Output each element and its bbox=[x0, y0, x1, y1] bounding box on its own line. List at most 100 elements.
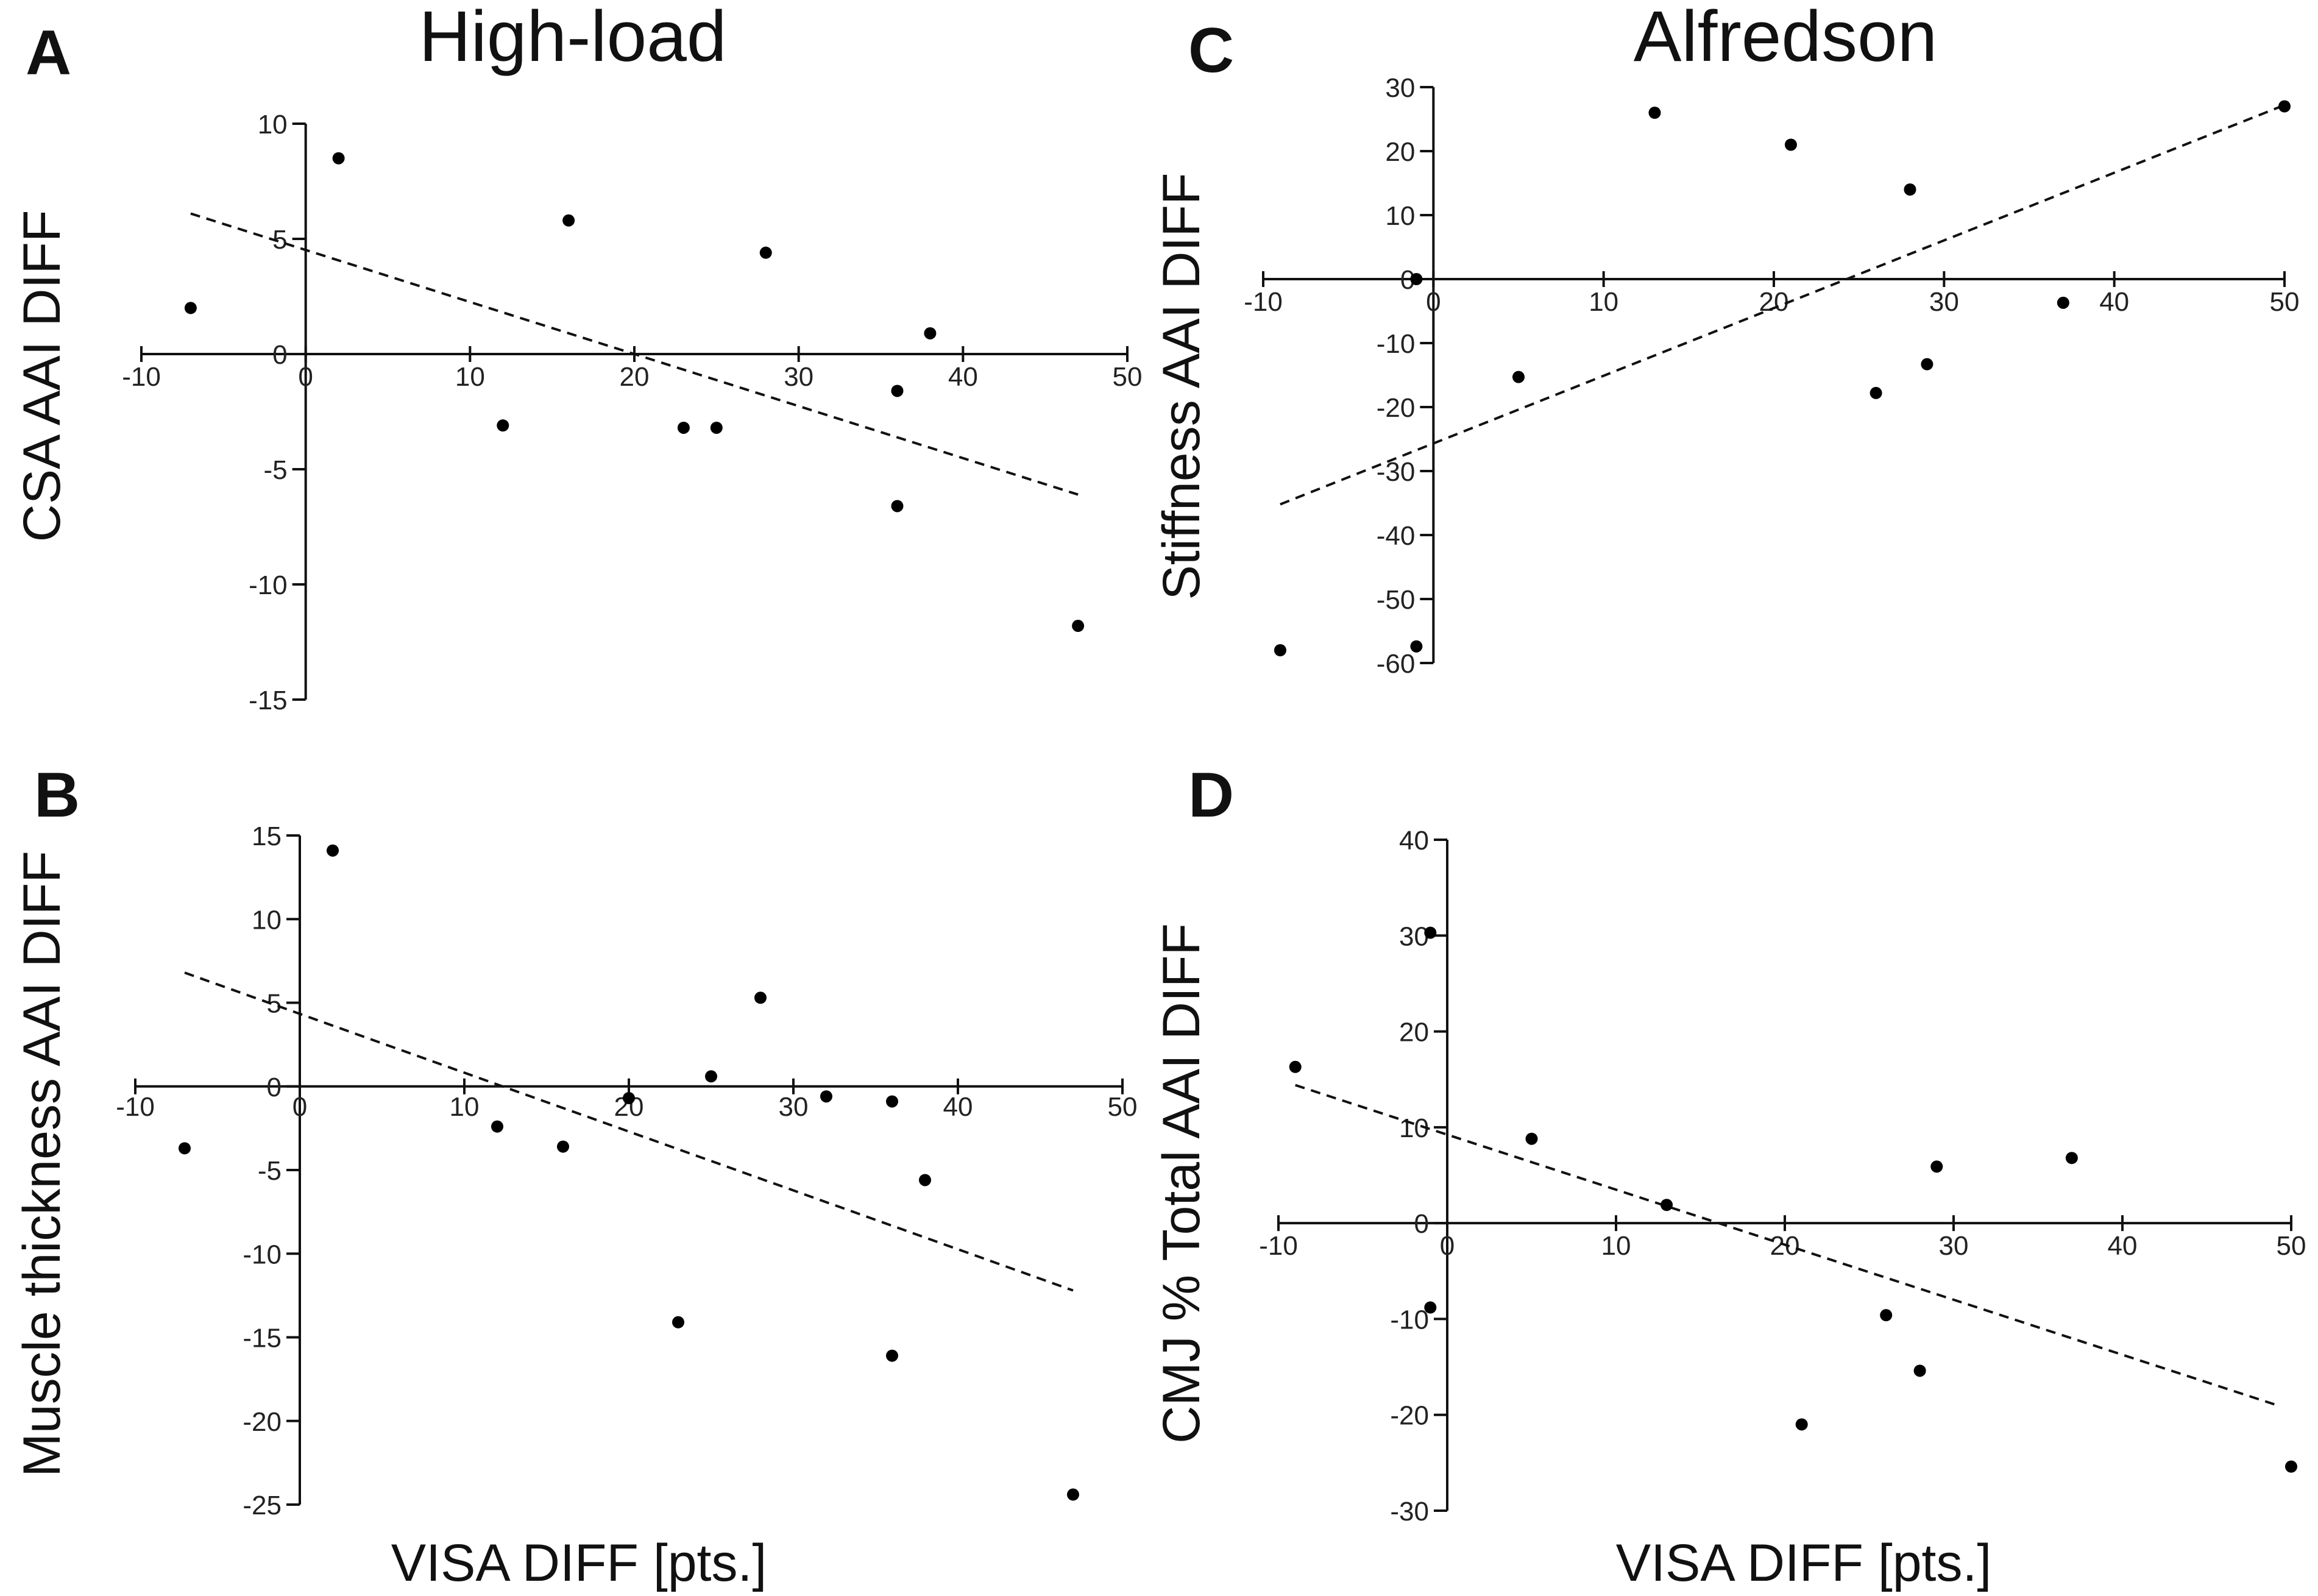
y-tick-label: 40 bbox=[1399, 826, 1429, 856]
data-point bbox=[924, 327, 937, 339]
y-tick-label: 0 bbox=[1414, 1209, 1429, 1239]
data-point bbox=[1072, 620, 1085, 633]
panel-b: B-10 0 10 20 30 40 50151050-5-10-15-20-25Muscl… bbox=[13, 760, 1137, 1592]
x-tick-label: 30 bbox=[1939, 1231, 1969, 1261]
data-point bbox=[1410, 640, 1423, 653]
y-tick-label: -10 bbox=[1390, 1305, 1429, 1335]
title-alfredson: Alfredson bbox=[1634, 0, 1938, 77]
y-axis-label: Stiffness AAI DIFF bbox=[1152, 173, 1211, 600]
y-tick-label: -20 bbox=[1377, 393, 1416, 423]
data-point bbox=[2278, 100, 2291, 113]
x-tick-label: -10 bbox=[1244, 287, 1283, 317]
data-point bbox=[1424, 1301, 1437, 1314]
data-point bbox=[327, 844, 339, 857]
x-tick-label: 30 bbox=[784, 362, 813, 392]
y-tick-label: -10 bbox=[249, 570, 288, 600]
x-tick-label: 30 bbox=[1929, 287, 1959, 317]
x-tick-label: 0 bbox=[298, 362, 313, 392]
data-point bbox=[672, 1316, 684, 1328]
data-point bbox=[891, 500, 904, 512]
data-point bbox=[1274, 644, 1286, 656]
panel-letter-d: D bbox=[1188, 760, 1234, 831]
y-tick-label: -10 bbox=[243, 1240, 282, 1269]
data-point bbox=[705, 1070, 717, 1083]
data-point bbox=[2065, 1152, 2078, 1165]
data-point bbox=[1424, 926, 1437, 939]
title-high-load: High-load bbox=[419, 0, 726, 77]
trend-line bbox=[184, 971, 1074, 1292]
x-tick-label: 50 bbox=[1108, 1092, 1138, 1122]
data-point bbox=[1067, 1488, 1079, 1501]
y-tick-label: 15 bbox=[252, 821, 282, 851]
data-point bbox=[1784, 138, 1797, 151]
data-point bbox=[1880, 1309, 1893, 1322]
data-point bbox=[919, 1174, 931, 1186]
data-point bbox=[1904, 183, 1916, 196]
y-tick-label: -20 bbox=[1390, 1401, 1429, 1431]
data-point bbox=[886, 1095, 898, 1108]
x-tick-label: 50 bbox=[2277, 1231, 2306, 1261]
data-point bbox=[1913, 1364, 1926, 1377]
data-point bbox=[179, 1142, 191, 1155]
data-point bbox=[1870, 386, 1882, 399]
x-tick-label: 50 bbox=[2270, 287, 2300, 317]
panel-letter-a: A bbox=[26, 18, 71, 88]
y-tick-label: -10 bbox=[1377, 329, 1416, 359]
x-tick-label: -10 bbox=[1259, 1231, 1298, 1261]
x-tick-label: 10 bbox=[450, 1092, 480, 1122]
y-tick-label: -50 bbox=[1377, 585, 1416, 615]
data-point bbox=[1661, 1199, 1673, 1211]
y-tick-label: -40 bbox=[1377, 521, 1416, 551]
panel-c: C-10 0 10 20 30 40 503020100-10-20-30-40-50-60… bbox=[1152, 15, 2299, 679]
y-axis-label: Muscle thickness AAI DIFF bbox=[13, 851, 71, 1477]
y-tick-label: 20 bbox=[1399, 1018, 1429, 1048]
y-tick-label: -25 bbox=[243, 1491, 282, 1520]
trend-line bbox=[1295, 1084, 2275, 1406]
x-tick-label: 40 bbox=[948, 362, 978, 392]
y-tick-label: 10 bbox=[252, 905, 282, 935]
data-point bbox=[623, 1091, 635, 1104]
y-tick-label: 10 bbox=[1385, 201, 1415, 231]
data-point bbox=[332, 152, 345, 165]
data-point bbox=[820, 1090, 832, 1103]
y-tick-label: -15 bbox=[249, 686, 288, 715]
trend-line bbox=[190, 212, 1079, 496]
y-tick-label: -15 bbox=[243, 1324, 282, 1353]
data-point bbox=[562, 214, 575, 227]
data-point bbox=[1930, 1160, 1943, 1173]
panel-letter-b: B bbox=[34, 760, 80, 831]
panel-letter-c: C bbox=[1188, 15, 1234, 86]
data-point bbox=[2285, 1460, 2297, 1473]
data-point bbox=[491, 1120, 503, 1133]
data-point bbox=[2057, 296, 2069, 309]
x-tick-label: 20 bbox=[1770, 1231, 1800, 1261]
y-tick-label: -60 bbox=[1377, 649, 1416, 679]
data-point bbox=[557, 1140, 569, 1153]
y-tick-label: 30 bbox=[1385, 73, 1415, 103]
y-tick-label: -30 bbox=[1377, 457, 1416, 487]
data-point bbox=[891, 385, 904, 397]
y-tick-label: 0 bbox=[267, 1073, 282, 1102]
data-point bbox=[497, 419, 509, 432]
x-tick-label: 10 bbox=[1589, 287, 1618, 317]
y-axis-label: CSA AAI DIFF bbox=[13, 210, 71, 542]
y-tick-label: -5 bbox=[264, 455, 288, 485]
x-tick-label: 30 bbox=[779, 1092, 809, 1122]
y-tick-label: 0 bbox=[272, 340, 287, 370]
x-tick-label: 0 bbox=[1440, 1231, 1455, 1261]
data-point bbox=[184, 302, 197, 314]
x-tick-label: 40 bbox=[943, 1092, 973, 1122]
data-point bbox=[1289, 1060, 1302, 1073]
x-axis-label: VISA DIFF [pts.] bbox=[1616, 1534, 1992, 1592]
y-tick-label: 20 bbox=[1385, 137, 1415, 167]
x-tick-label: 20 bbox=[620, 362, 650, 392]
y-tick-label: -30 bbox=[1390, 1497, 1429, 1527]
y-tick-label: -20 bbox=[243, 1407, 282, 1437]
x-tick-label: 40 bbox=[2099, 287, 2129, 317]
x-axis-label: VISA DIFF [pts.] bbox=[391, 1534, 767, 1592]
y-tick-label: 10 bbox=[258, 110, 288, 140]
x-tick-label: 20 bbox=[1759, 287, 1789, 317]
